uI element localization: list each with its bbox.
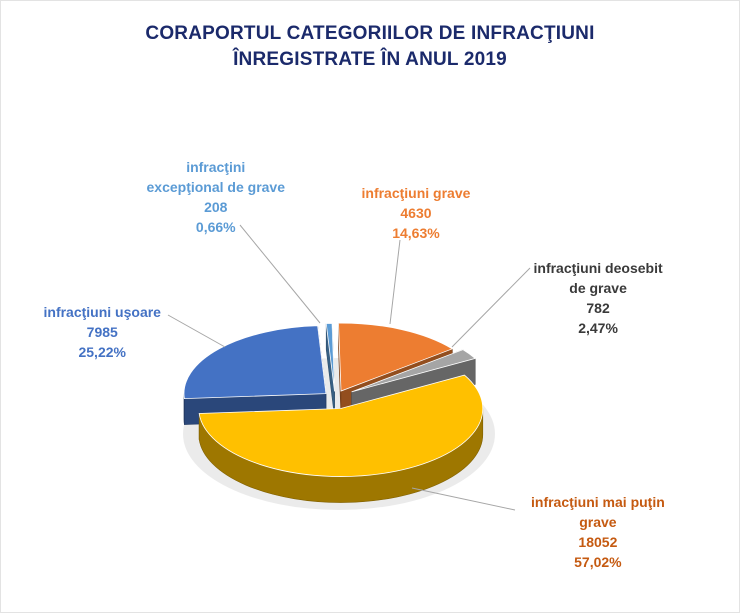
pie-slice-0: [338, 322, 454, 392]
data-label-2-percent: 57,02%: [574, 554, 622, 570]
data-label-2-name-line-0: infracţiuni mai puţin: [531, 494, 665, 510]
data-label-3-name-line-0: infracţiuni uşoare: [43, 304, 161, 320]
pie-slice-1: [351, 349, 477, 393]
data-label-4-name-line-1: excepţional de grave: [146, 179, 286, 195]
data-label-1-percent: 2,47%: [578, 320, 618, 336]
data-label-4: infracţini excepţional de grave 208 0,66%: [147, 157, 286, 237]
data-label-3-value: 7985: [86, 324, 118, 340]
leader-line-4: [239, 224, 321, 324]
data-label-3-percent: 25,22%: [78, 344, 126, 360]
data-label-3: infracţiuni uşoare 7985 25,22%: [44, 302, 161, 362]
leader-line-2: [411, 487, 516, 511]
leader-line-0: [389, 239, 401, 325]
data-label-4-value: 208: [204, 199, 228, 215]
chart-title-line-2: ÎNREGISTRATE ÎN ANUL 2019: [233, 49, 507, 70]
data-label-1: infracţiuni deosebit de grave 782 2,47%: [534, 258, 663, 338]
chart-title-line-1: CORAPORTUL CATEGORIILOR DE INFRACŢIUNI: [145, 23, 595, 44]
leader-line-1: [451, 267, 531, 348]
data-label-4-percent: 0,66%: [195, 219, 236, 235]
data-label-0-value: 4630: [400, 205, 432, 221]
data-label-4-name-line-0: infracţini: [186, 159, 246, 175]
data-label-2-name-line-1: grave: [579, 514, 617, 530]
data-label-0-percent: 14,63%: [392, 225, 440, 241]
data-label-1-value: 782: [586, 300, 610, 316]
pie-slice-3: [183, 325, 327, 400]
pie-slice-2: [198, 374, 484, 477]
data-label-0: infracţiuni grave 4630 14,63%: [362, 183, 471, 243]
data-label-1-name-line-1: de grave: [569, 280, 627, 296]
leader-line-3: [167, 314, 226, 348]
data-label-2-value: 18052: [578, 534, 618, 550]
pie-slice-4: [325, 323, 335, 392]
data-label-2: infracţiuni mai puţin grave 18052 57,02%: [531, 492, 665, 572]
data-label-1-name-line-0: infracţiuni deosebit: [533, 260, 663, 276]
data-label-0-name-line-0: infracţiuni grave: [361, 185, 471, 201]
